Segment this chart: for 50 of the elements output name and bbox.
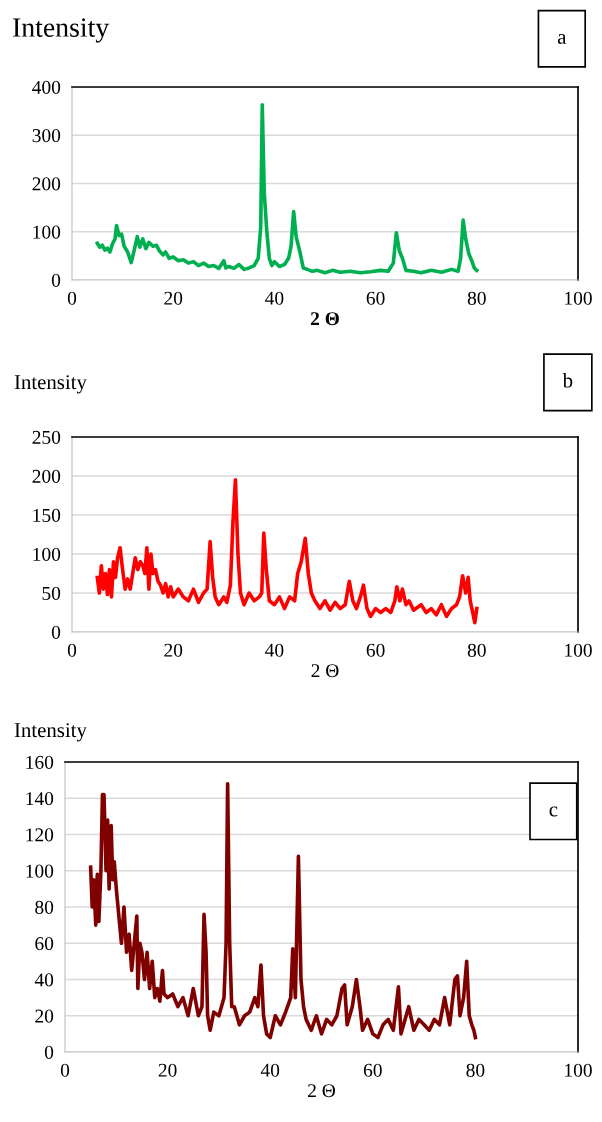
x-tick-label: 80 xyxy=(467,643,486,657)
y-tick-label: 0 xyxy=(51,625,61,639)
x-tick-label: 60 xyxy=(363,1063,382,1077)
x-tick-label: 0 xyxy=(67,291,77,305)
x-tick-label: 20 xyxy=(164,291,183,305)
x-tick-label: 0 xyxy=(67,643,77,657)
y-tick-label: 150 xyxy=(33,508,61,522)
y-tick-label: 50 xyxy=(42,586,61,600)
y-tick-label: 250 xyxy=(32,430,61,444)
x-tick-label: 100 xyxy=(565,1063,592,1077)
x-tick-label: 80 xyxy=(467,291,486,305)
y-tick-label: 120 xyxy=(26,828,54,842)
line-series xyxy=(95,103,479,275)
y-tick-label: 100 xyxy=(33,547,61,561)
y-tick-label: 20 xyxy=(35,1009,54,1023)
line-series xyxy=(88,781,478,1040)
y-tick-label: 100 xyxy=(33,225,61,239)
annotation: c xyxy=(549,806,558,817)
x-axis-title: 2 Θ xyxy=(310,312,339,326)
y-tick-label: 0 xyxy=(44,1045,54,1059)
x-tick-label: 100 xyxy=(565,291,592,305)
x-axis-title: 2 Θ xyxy=(308,1084,336,1098)
y-tick-label: 200 xyxy=(32,469,61,483)
x-axis-title: 2 Θ xyxy=(311,664,339,678)
line-series xyxy=(95,478,479,625)
x-tick-label: 20 xyxy=(158,1063,177,1077)
x-tick-label: 40 xyxy=(260,1063,280,1077)
chart-title: Intensity xyxy=(14,723,87,742)
y-tick-label: 60 xyxy=(35,937,54,951)
x-tick-label: 40 xyxy=(265,291,284,305)
text: b xyxy=(562,372,573,388)
text: a xyxy=(557,33,567,44)
x-tick-label: 60 xyxy=(366,291,385,305)
y-tick-label: 100 xyxy=(26,864,54,878)
x-tick-label: 0 xyxy=(60,1063,70,1077)
y-tick-label: 40 xyxy=(34,973,54,987)
y-tick-label: 200 xyxy=(32,177,61,191)
chart-title: Intensity xyxy=(13,18,110,43)
x-tick-label: 80 xyxy=(466,1063,485,1077)
chart-title: Intensity xyxy=(14,375,87,394)
y-tick-label: 0 xyxy=(51,273,61,287)
x-tick-label: 100 xyxy=(565,643,592,657)
y-tick-label: 80 xyxy=(35,900,54,914)
x-tick-label: 40 xyxy=(265,643,284,657)
y-tick-label: 300 xyxy=(32,129,61,143)
y-tick-label: 400 xyxy=(32,80,61,94)
x-tick-label: 60 xyxy=(366,643,385,657)
x-tick-label: 20 xyxy=(164,643,183,657)
y-tick-label: 160 xyxy=(26,755,54,769)
y-tick-label: 140 xyxy=(26,792,54,806)
